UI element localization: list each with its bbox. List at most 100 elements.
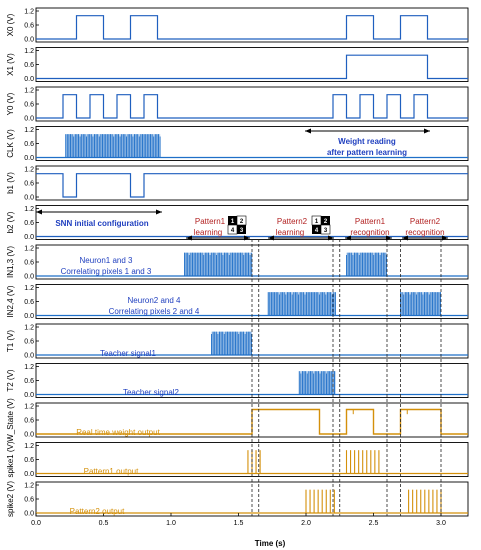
y-axis-label-CLK: CLK (V) [6,129,15,158]
y-tick-label: 1.2 [24,87,34,94]
vertical-markers [251,239,442,516]
y-tick-label: 0.0 [24,194,34,201]
y-tick-label: 1.2 [24,482,34,489]
pattern1-recognition-line2: recognition [350,228,389,237]
neuron13-line1: Neuron1 and 3 [80,256,133,265]
pattern2-pixel-grid: 1 2 4 3 [311,215,331,235]
y-axis-label-spike1: spike1 (V) [6,441,15,477]
y-tick-label: 1.2 [24,48,34,55]
neuron13-line2: Correlating pixels 1 and 3 [61,267,152,276]
y-axis-label-WState: W_State (V) [6,398,15,442]
y-tick-label: 0.6 [24,417,34,424]
neuron24-line2: Correlating pixels 2 and 4 [109,307,200,316]
y-tick-label: 1.2 [24,206,34,213]
panel-frame-b1 [35,165,469,201]
y-tick-label: 0.0 [24,115,34,122]
y-axis-label-X1: X1 (V) [6,53,15,76]
realtime-label: Real time weight output [76,428,160,437]
y-tick-label: 0.6 [24,259,34,266]
y-tick-label: 0.6 [24,496,34,503]
y-tick-label: 1.2 [24,245,34,252]
y-tick-label: 0.0 [24,76,34,83]
panel-frame-X1 [35,47,469,82]
y-tick-label: 1.2 [24,166,34,173]
y-axis-label-IN13: IN1,3 (V) [6,246,15,278]
pattern2-recognition-line1: Pattern2 [410,217,441,226]
y-axis-label-X0: X0 (V) [6,13,15,36]
y-tick-label: 0.6 [24,180,34,187]
panels-layer: 0.0 0.6 1.2 X0 (V) 0.0 0.6 1.2 X1 (V) 0.0 0.6 1.2 Y… [6,7,469,517]
y-tick-label: 1.2 [24,127,34,134]
y-tick-label: 0.0 [24,431,34,438]
panel-IN24: 0.0 0.6 1.2 IN2,4 (V) [6,284,469,320]
snn-config-annotation: SNN initial configuration [36,209,162,228]
y-tick-label: 0.6 [24,378,34,385]
series-line-X0 [36,15,468,40]
teacher1-label: Teacher signal1 [100,349,157,358]
pattern1-recognition-line1: Pattern1 [355,217,386,226]
y-tick-label: 0.6 [24,220,34,227]
pattern1-learning-line2: learning [194,228,222,237]
y-tick-label: 0.0 [24,313,34,320]
pattern2-recognition-line2: recognition [405,228,444,237]
panel-Y0: 0.0 0.6 1.2 Y0 (V) [6,86,469,122]
grid1-cell1: 1 [231,219,235,225]
pulse-band-IN24-0 [267,292,336,316]
pulse-band-IN13-1 [346,252,387,276]
neuron24-line1: Neuron2 and 4 [128,296,181,305]
grid1-cell3: 3 [240,228,244,234]
panel-b1: 0.0 0.6 1.2 b1 (V) [6,165,469,201]
annotations: Weight reading after pattern learning SN… [36,128,448,516]
y-axis-label-T2: T2 (V) [6,369,15,392]
pulse-band-T2-0 [298,371,336,395]
series-line-Y0 [36,94,468,119]
snn-config-label: SNN initial configuration [55,219,148,228]
x-tick-label: 0.5 [99,520,109,527]
pulse-band-fill [299,371,336,395]
weight-reading-line1: Weight reading [338,137,396,146]
panel-T1: 0.0 0.6 1.2 T1 (V) [6,323,469,359]
series-line-X1 [36,54,468,80]
y-tick-label: 1.2 [24,8,34,15]
weight-reading-annotation: Weight reading after pattern learning [305,128,430,157]
panel-CLK: 0.0 0.6 1.2 CLK (V) [6,126,469,162]
y-axis-label-b2: b2 (V) [6,211,15,233]
grid1-cell4: 4 [231,228,235,234]
y-axis-label-T1: T1 (V) [6,330,15,353]
y-axis-label-b1: b1 (V) [6,172,15,194]
y-tick-label: 0.0 [24,510,34,517]
y-tick-label: 0.0 [24,471,34,478]
y-tick-label: 0.0 [24,36,34,43]
y-axis-label-spike2: spike2 (V) [6,481,15,517]
grid2-cell1: 1 [315,219,319,225]
x-tick-label: 3.0 [436,520,446,527]
pulse-band-IN24-1 [400,292,441,316]
x-tick-label: 1.5 [234,520,244,527]
y-tick-label: 1.2 [24,443,34,450]
x-tick-label: 2.0 [301,520,311,527]
pattern2-learning-line1: Pattern2 [277,217,308,226]
teacher2-label: Teacher signal2 [123,388,180,397]
y-tick-label: 0.6 [24,141,34,148]
pattern1-recognition-annotation: Pattern1 recognition [345,217,392,241]
y-tick-label: 1.2 [24,364,34,371]
grid1-cell2: 2 [240,219,244,225]
panel-frame-X0 [35,7,469,43]
x-tick-label: 2.5 [369,520,379,527]
x-axis-label: Time (s) [255,539,286,548]
y-tick-label: 0.6 [24,299,34,306]
y-tick-label: 0.0 [24,155,34,162]
y-axis-label-IN24: IN2,4 (V) [6,285,15,317]
y-tick-label: 1.2 [24,285,34,292]
grid2-cell4: 4 [315,228,319,234]
series-line-b1 [36,173,468,198]
p1out-label: Pattern1 output [84,467,139,476]
pattern2-learning-line2: learning [276,228,304,237]
weight-reading-line2: after pattern learning [327,148,407,157]
x-tick-label: 1.0 [166,520,176,527]
y-axis-label-Y0: Y0 (V) [6,92,15,115]
pulse-band-CLK-0 [65,134,161,158]
pattern1-learning-annotation: Pattern1 learning 1 2 4 3 [186,215,250,241]
pattern1-learning-line1: Pattern1 [195,217,226,226]
